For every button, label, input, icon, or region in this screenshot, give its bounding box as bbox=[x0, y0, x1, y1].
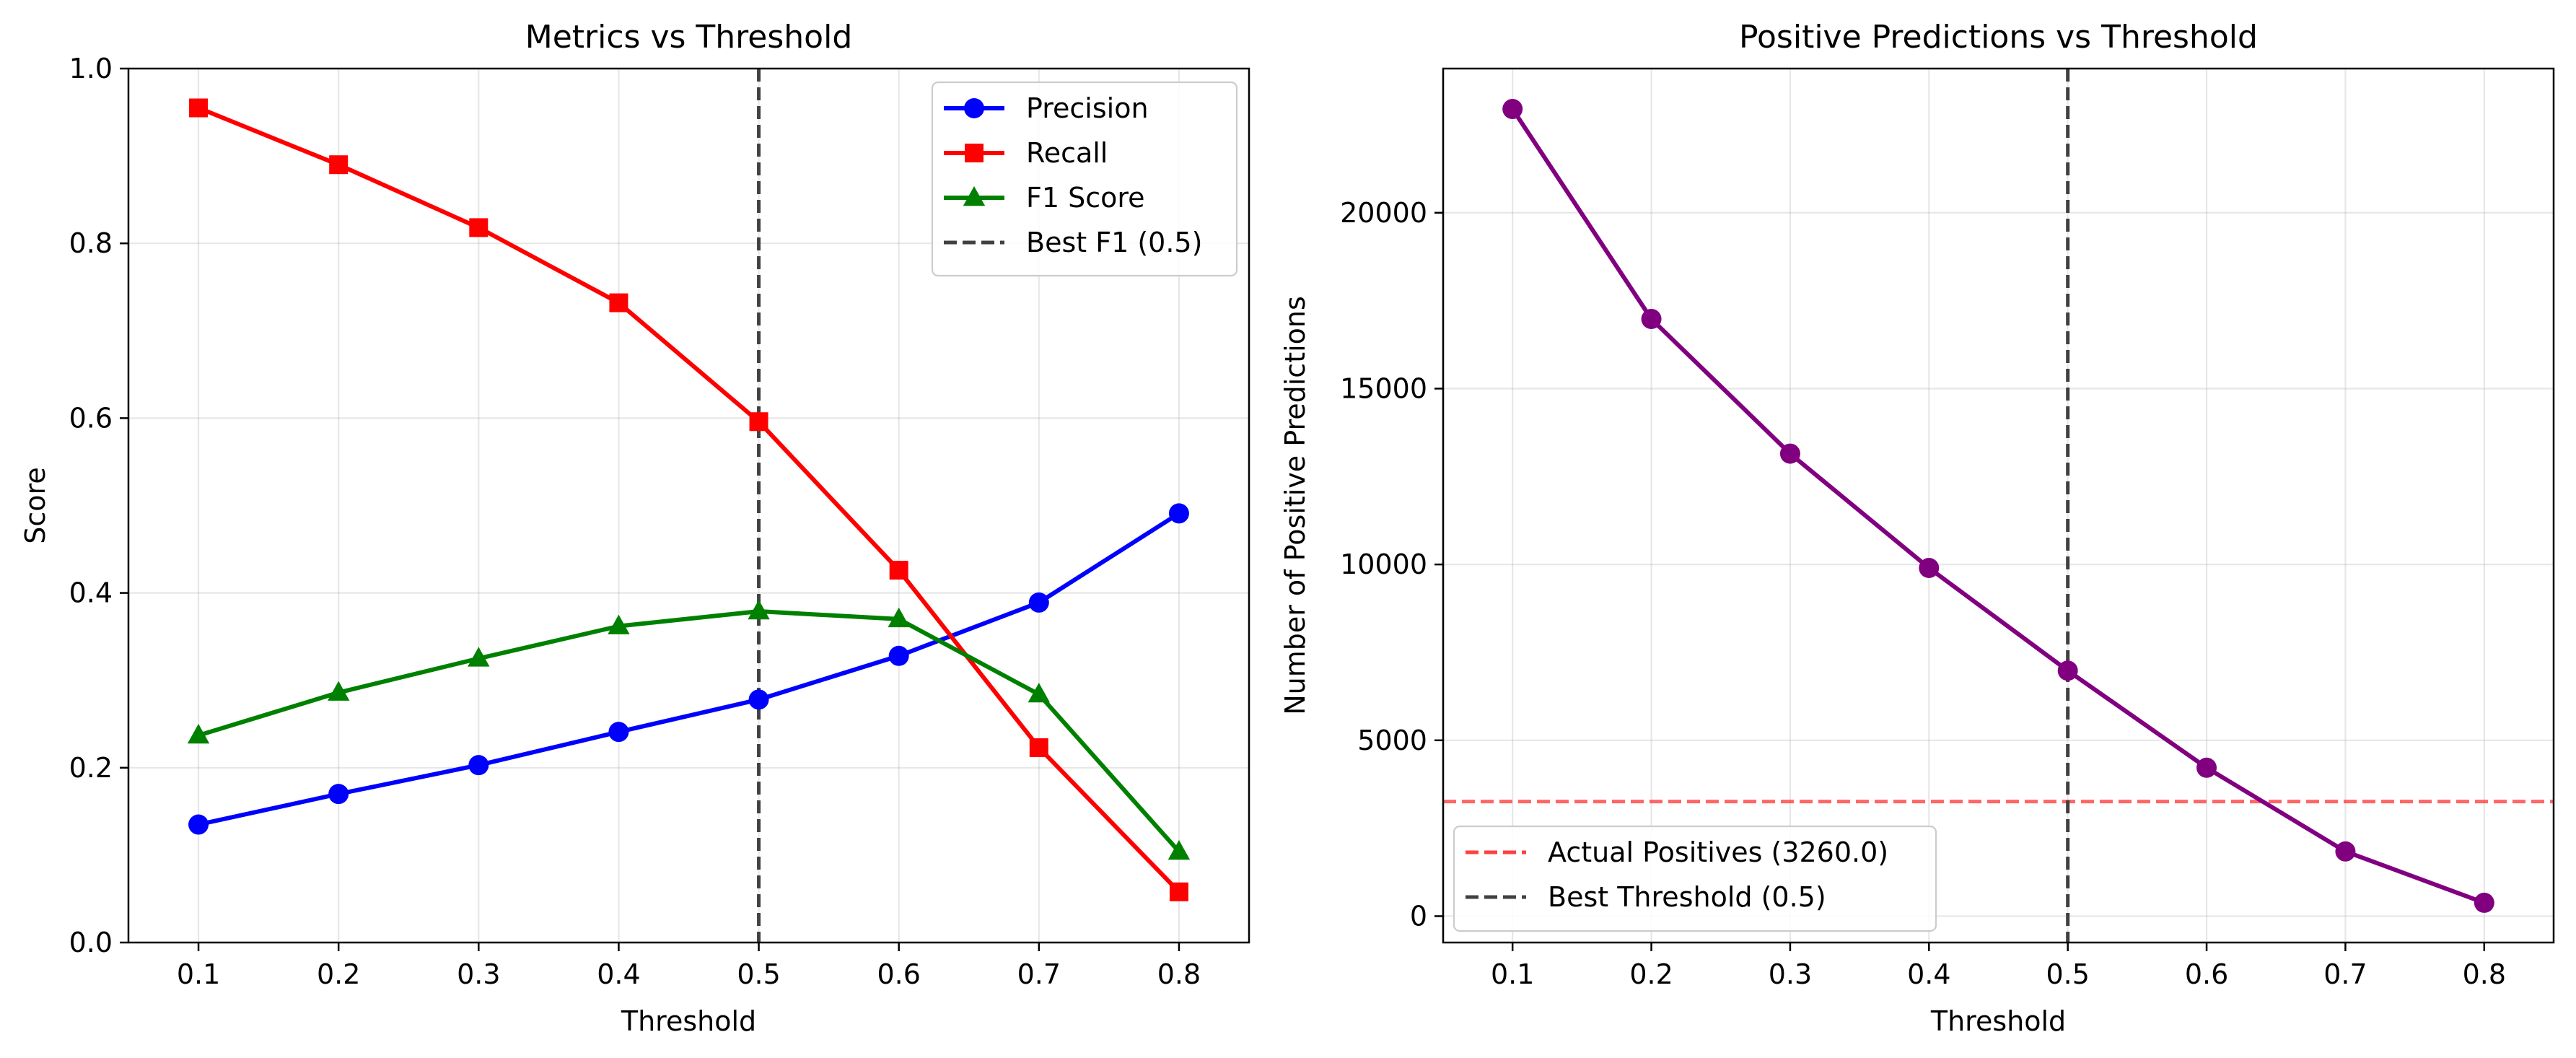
data-point-precision bbox=[188, 814, 209, 835]
y-axis-label: Number of Positive Predictions bbox=[1279, 296, 1311, 715]
data-point-precision bbox=[1028, 592, 1049, 613]
plot-frame bbox=[127, 67, 1250, 944]
data-point-f1-score bbox=[187, 723, 210, 744]
series-line-positive-predictions bbox=[1510, 108, 2485, 905]
legend-label-f1-score: F1 Score bbox=[1026, 182, 1145, 214]
legend-label-best-threshold-0-5: Best Threshold (0.5) bbox=[1548, 881, 1826, 913]
data-point-positive-predictions bbox=[2196, 757, 2217, 778]
y-tick-label: 0.8 bbox=[69, 227, 113, 259]
x-tick-label: 0.2 bbox=[317, 958, 360, 990]
data-point-f1-score bbox=[748, 600, 770, 620]
x-tick-label: 0.3 bbox=[457, 958, 500, 990]
y-tick-label: 20000 bbox=[1340, 197, 1427, 229]
data-point-f1-score bbox=[888, 607, 910, 628]
x-tick-label: 0.1 bbox=[1491, 958, 1534, 990]
data-point-positive-predictions bbox=[1779, 443, 1800, 464]
x-tick-label: 0.8 bbox=[2463, 958, 2506, 990]
x-tick-label: 0.2 bbox=[1629, 958, 1673, 990]
data-point-positive-predictions bbox=[1502, 99, 1523, 120]
data-point-recall bbox=[469, 218, 489, 237]
x-tick-label: 0.1 bbox=[177, 958, 220, 990]
metrics-chart: 0.1 0.2 0.3 0.4 0.5 0.6 0.7 0.8 0.0 0.2 0.4 0.6 0.8 1… bbox=[19, 19, 1250, 1037]
data-point-positive-predictions bbox=[1919, 558, 1940, 578]
legend-marker-recall bbox=[965, 144, 983, 162]
legend: Precision Recall F1 Score Best F1 (0.5) bbox=[931, 81, 1238, 277]
data-point-precision bbox=[748, 689, 769, 710]
data-point-recall bbox=[1029, 738, 1048, 757]
data-point-precision bbox=[888, 645, 909, 666]
series-line-f1-score bbox=[198, 609, 1181, 854]
x-tick-label: 0.7 bbox=[2323, 958, 2367, 990]
x-tick-label: 0.6 bbox=[2185, 958, 2228, 990]
legend: Actual Positives (3260.0) Best Threshold … bbox=[1453, 825, 1937, 932]
y-axis-label: Score bbox=[19, 467, 51, 543]
y-tick-label: 0.0 bbox=[69, 927, 113, 958]
legend-marker-precision bbox=[964, 98, 984, 118]
data-point-positive-predictions bbox=[2335, 841, 2356, 862]
legend-label-best-f1-0-5: Best F1 (0.5) bbox=[1026, 227, 1202, 258]
data-point-positive-predictions bbox=[2474, 892, 2494, 913]
y-tick-label: 0 bbox=[1410, 900, 1427, 932]
plot-frame bbox=[1442, 67, 2555, 944]
data-point-precision bbox=[608, 722, 629, 743]
y-tick-label: 0.4 bbox=[69, 577, 113, 609]
series-line-precision bbox=[198, 511, 1180, 827]
data-point-f1-score bbox=[327, 681, 350, 701]
legend-label-recall: Recall bbox=[1026, 137, 1108, 169]
x-axis-label: Threshold bbox=[621, 1005, 756, 1037]
x-tick-label: 0.4 bbox=[597, 958, 640, 990]
y-tick-label: 0.2 bbox=[69, 752, 113, 784]
y-tick-label: 1.0 bbox=[69, 53, 113, 84]
data-point-recall bbox=[609, 293, 628, 312]
data-point-f1-score bbox=[608, 614, 630, 634]
y-tick-label: 15000 bbox=[1340, 372, 1427, 404]
legend-label-actual-positives-3260-0: Actual Positives (3260.0) bbox=[1548, 836, 1888, 868]
data-point-recall bbox=[749, 412, 768, 432]
x-tick-label: 0.5 bbox=[2046, 958, 2089, 990]
positive-predictions-chart: 0.1 0.2 0.3 0.4 0.5 0.6 0.7 0.8 0 5000 10000 15000 2… bbox=[1279, 19, 2555, 1037]
x-tick-label: 0.6 bbox=[877, 958, 920, 990]
data-point-f1-score bbox=[1167, 840, 1191, 860]
data-point-precision bbox=[328, 784, 349, 805]
x-tick-label: 0.4 bbox=[1907, 958, 1950, 990]
y-tick-label: 0.6 bbox=[69, 402, 113, 434]
data-point-f1-score bbox=[468, 647, 490, 667]
data-point-precision bbox=[1168, 503, 1189, 524]
data-point-f1-score bbox=[1028, 683, 1051, 703]
data-point-precision bbox=[468, 755, 489, 776]
x-tick-label: 0.7 bbox=[1017, 958, 1061, 990]
data-point-recall bbox=[1169, 882, 1188, 901]
legend-marker-f1-score bbox=[963, 186, 986, 206]
data-point-recall bbox=[889, 561, 908, 580]
x-tick-label: 0.3 bbox=[1769, 958, 1812, 990]
x-tick-label: 0.5 bbox=[737, 958, 780, 990]
data-point-recall bbox=[189, 98, 209, 118]
chart-title: Positive Predictions vs Threshold bbox=[1739, 19, 2258, 56]
data-point-positive-predictions bbox=[1641, 308, 1662, 329]
y-tick-label: 5000 bbox=[1357, 725, 1427, 756]
data-point-recall bbox=[329, 155, 349, 175]
legend-box bbox=[1453, 825, 1937, 932]
y-tick-label: 10000 bbox=[1340, 548, 1427, 580]
x-tick-label: 0.8 bbox=[1157, 958, 1201, 990]
data-point-positive-predictions bbox=[2057, 660, 2078, 681]
chart-title: Metrics vs Threshold bbox=[525, 19, 853, 56]
x-axis-label: Threshold bbox=[1930, 1005, 2066, 1037]
legend-label-precision: Precision bbox=[1026, 92, 1149, 124]
series-line-recall bbox=[197, 105, 1181, 893]
legend-box bbox=[931, 81, 1238, 277]
